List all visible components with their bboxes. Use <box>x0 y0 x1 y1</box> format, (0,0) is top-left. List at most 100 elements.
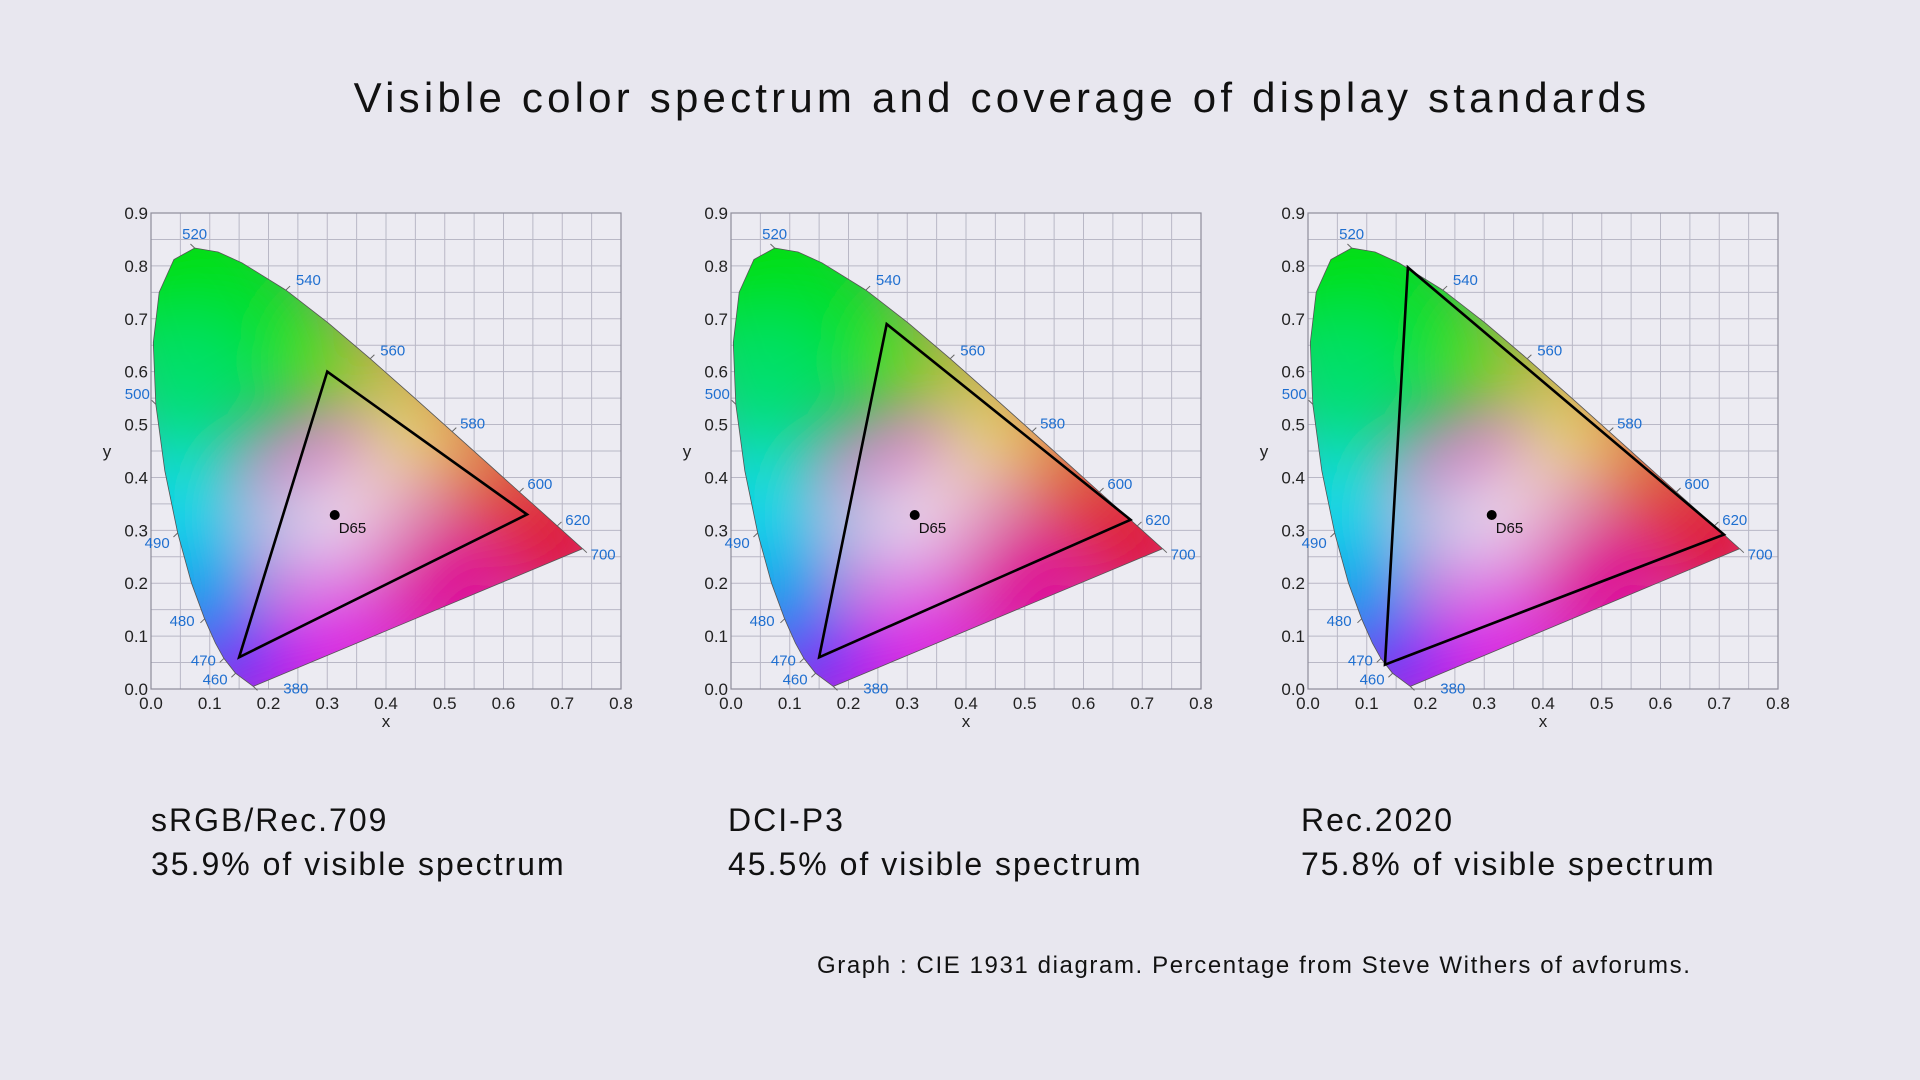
wavelength-label-490: 490 <box>725 535 750 552</box>
y-tick-label: 0.1 <box>124 627 148 646</box>
y-tick-label: 0.8 <box>124 257 148 276</box>
wavelength-label-540: 540 <box>1453 272 1478 289</box>
x-tick-label: 0.0 <box>719 694 743 713</box>
wavelength-label-460: 460 <box>1360 671 1385 688</box>
x-axis-label: x <box>382 712 391 731</box>
wavelength-tick <box>200 618 205 624</box>
y-tick-label: 0.3 <box>704 521 728 540</box>
x-tick-label: 0.6 <box>1072 694 1096 713</box>
wavelength-label-580: 580 <box>460 416 485 433</box>
y-tick-label: 0.6 <box>704 363 728 382</box>
plot-frame <box>730 212 1202 690</box>
color-blob <box>1513 431 1584 502</box>
wavelength-label-480: 480 <box>170 613 195 630</box>
x-tick-label: 0.7 <box>1707 694 1731 713</box>
wavelength-label-490: 490 <box>1302 535 1327 552</box>
plot-frame <box>1307 212 1779 690</box>
wavelength-tick <box>556 521 562 527</box>
wavelength-label-380: 380 <box>863 680 888 697</box>
color-blob <box>1310 318 1418 479</box>
wavelength-tick <box>252 685 258 691</box>
wavelength-label-470: 470 <box>1348 652 1373 669</box>
wavelength-tick <box>190 243 195 249</box>
wavelength-tick <box>770 243 775 249</box>
y-tick-label: 0.9 <box>124 204 148 223</box>
y-tick-label: 0.5 <box>124 416 148 435</box>
x-tick-label: 0.8 <box>1766 694 1790 713</box>
x-tick-label: 0.4 <box>1531 694 1555 713</box>
wavelength-tick <box>1308 399 1314 405</box>
wavelength-label-560: 560 <box>1537 343 1562 360</box>
wavelength-label-620: 620 <box>1722 512 1747 529</box>
wavelength-label-490: 490 <box>145 535 170 552</box>
wavelength-tick <box>582 548 588 554</box>
gamut-name: DCI-P3 <box>728 802 845 838</box>
wavelength-label-620: 620 <box>1145 512 1170 529</box>
x-tick-label: 0.6 <box>492 694 516 713</box>
x-tick-label: 0.1 <box>198 694 222 713</box>
wavelength-label-480: 480 <box>1327 613 1352 630</box>
y-tick-label: 0.1 <box>704 627 728 646</box>
white-point-marker <box>909 509 920 520</box>
wavelength-label-580: 580 <box>1617 416 1642 433</box>
x-tick-label: 0.2 <box>257 694 281 713</box>
x-tick-label: 0.5 <box>433 694 457 713</box>
gamut-name: Rec.2020 <box>1301 802 1454 838</box>
wavelength-label-470: 470 <box>191 652 216 669</box>
y-tick-label: 0.1 <box>1281 627 1305 646</box>
wavelength-label-500: 500 <box>1282 386 1307 403</box>
wavelength-label-460: 460 <box>203 671 228 688</box>
y-axis-label: y <box>1260 442 1269 461</box>
wavelength-label-540: 540 <box>876 272 901 289</box>
y-tick-label: 0.2 <box>124 574 148 593</box>
wavelength-tick <box>151 399 157 405</box>
y-tick-label: 0.0 <box>704 680 728 699</box>
wavelength-tick <box>949 354 955 360</box>
white-point-label: D65 <box>1496 520 1524 537</box>
gamut-name: sRGB/Rec.709 <box>151 802 389 838</box>
x-tick-label: 0.4 <box>954 694 978 713</box>
wavelength-tick <box>1442 285 1448 291</box>
wavelength-tick <box>1739 548 1745 554</box>
wavelength-tick <box>369 354 375 360</box>
color-blob <box>356 431 427 502</box>
y-tick-label: 0.6 <box>1281 363 1305 382</box>
wavelength-tick <box>1031 427 1037 433</box>
wavelength-tick <box>780 618 785 624</box>
color-blob <box>1407 484 1468 545</box>
wavelength-tick <box>231 672 236 678</box>
x-tick-label: 0.1 <box>778 694 802 713</box>
wavelength-tick <box>865 285 871 291</box>
x-tick-label: 0.8 <box>1189 694 1213 713</box>
x-tick-label: 0.0 <box>1296 694 1320 713</box>
wavelength-tick <box>1608 427 1614 433</box>
y-tick-label: 0.0 <box>124 680 148 699</box>
wavelength-label-600: 600 <box>527 476 552 493</box>
source-note: Graph : CIE 1931 diagram. Percentage fro… <box>817 952 1692 979</box>
gamut-coverage: 35.9% of visible spectrum <box>151 846 566 882</box>
x-axis-label: x <box>1539 712 1548 731</box>
wavelength-label-520: 520 <box>1339 226 1364 243</box>
wavelength-tick <box>1162 548 1168 554</box>
gamut-triangle <box>1383 264 1727 667</box>
wavelength-label-480: 480 <box>750 613 775 630</box>
wavelength-tick <box>1388 672 1393 678</box>
y-tick-label: 0.9 <box>704 204 728 223</box>
y-tick-label: 0.4 <box>124 468 148 487</box>
color-blob <box>280 537 351 608</box>
chart-srgb: 380 460 470 480 490 500 520 540 560 580 600 620 700 D… <box>92 200 692 780</box>
wavelength-tick <box>799 658 805 663</box>
wavelength-tick <box>219 658 225 663</box>
y-tick-label: 0.7 <box>124 310 148 329</box>
wavelength-tick <box>1526 354 1532 360</box>
wavelength-tick <box>173 532 179 538</box>
wavelength-label-580: 580 <box>1040 416 1065 433</box>
wavelength-label-540: 540 <box>296 272 321 289</box>
wavelength-label-700: 700 <box>591 547 616 564</box>
white-point-label: D65 <box>919 520 947 537</box>
y-tick-label: 0.2 <box>704 574 728 593</box>
x-tick-label: 0.2 <box>837 694 861 713</box>
white-point-marker <box>329 509 340 520</box>
color-blob <box>153 318 261 479</box>
wavelength-tick <box>519 487 524 493</box>
